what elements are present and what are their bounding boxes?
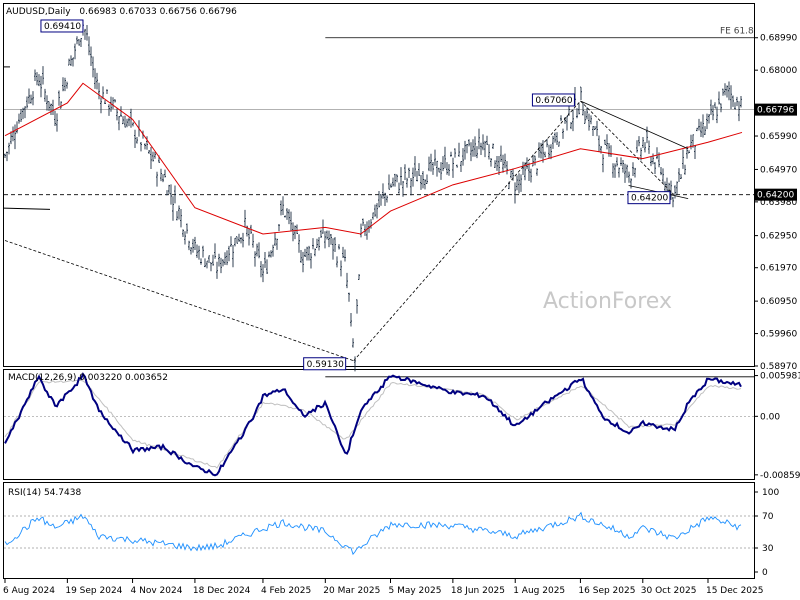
ohlc-values: 0.66983 0.67033 0.66756 0.66796: [79, 7, 237, 17]
rsi-y-tick-label: 0: [762, 568, 768, 578]
price-annotation-box: [531, 93, 575, 107]
rise-dashed-line: [353, 100, 581, 362]
last-price-label: 0.66796: [757, 106, 794, 116]
price-y-tick-label: 0.64970: [760, 165, 797, 175]
x-tick-label: 6 Aug 2024: [3, 586, 55, 596]
price-y-tick-label: 0.59960: [760, 330, 797, 340]
x-tick-label: 18 Jun 2025: [451, 586, 505, 596]
price-annotation-label: 0.59130: [307, 360, 344, 370]
macd-signal-line: [4, 379, 742, 469]
long-dashed-trendline: [4, 240, 354, 362]
macd-layer: 0.005981 0.00 -0.00859: [4, 372, 800, 481]
moving-average-line: [4, 82, 743, 235]
x-axis: 6 Aug 2024 19 Sep 2024 4 Nov 2024 18 Dec 20…: [3, 579, 763, 596]
macd-pane-title: MACD(12,26,9) 0.003220 0.003652: [8, 373, 168, 383]
last-price-tag: [755, 103, 797, 116]
macd-line: [4, 372, 742, 477]
price-y-tick-label: 0.68990: [760, 34, 797, 44]
macd-y-tick-label: 0.00: [760, 412, 780, 422]
price-annotation-label: 0.64200: [631, 194, 668, 204]
left-stub-bottom: [3, 207, 51, 210]
price-y-tick-label: 0.63980: [760, 198, 797, 208]
price-y-tick-label: 0.58970: [760, 362, 797, 372]
price-annotation-box: [40, 19, 84, 33]
x-tick-label: 4 Nov 2024: [131, 586, 183, 596]
price-pane-frame: [3, 3, 755, 367]
fe-level-label: FE 61.8: [720, 27, 754, 37]
x-tick-label: 1 Aug 2025: [513, 586, 565, 596]
price-y-tick-label: 0.62950: [760, 232, 797, 242]
price-annotation-box: [303, 357, 347, 371]
rsi-layer: 100 70 30 0: [4, 488, 779, 578]
rsi-line: [4, 511, 742, 556]
x-tick-label: 16 Sep 2025: [578, 586, 635, 596]
price-layer: 0.68990 0.68000 0.65990 0.64970 0.63980 0.629…: [3, 19, 797, 372]
price-annotation-label: 0.67060: [535, 96, 572, 106]
rsi-y-tick-label: 30: [762, 544, 774, 554]
x-tick-label: 5 May 2025: [389, 586, 442, 596]
x-tick-label: 20 Mar 2025: [323, 586, 380, 596]
price-y-tick-label: 0.68000: [760, 66, 797, 76]
x-tick-label: 18 Dec 2024: [193, 586, 251, 596]
rsi-y-tick-label: 100: [762, 488, 779, 498]
x-tick-label: 15 Dec 2025: [706, 586, 764, 596]
x-tick-label: 30 Oct 2025: [641, 586, 697, 596]
price-y-tick-label: 0.61970: [760, 264, 797, 274]
x-tick-label: 4 Feb 2025: [261, 586, 311, 596]
pane-frames: [3, 3, 755, 579]
macd-y-tick-label: 0.005981: [760, 372, 800, 382]
price-y-tick-label: 0.60950: [760, 297, 797, 307]
support-level-tag: [755, 188, 797, 201]
price-y-tick-label: 0.65990: [760, 132, 797, 142]
price-annotation-box: [627, 191, 671, 205]
price-annotation-label: 0.69410: [44, 22, 81, 32]
rsi-pane-title: RSI(14) 54.7438: [8, 488, 81, 498]
macd-pane-frame: [3, 369, 755, 480]
price-pane-title: AUDUSD,Daily 0.66983 0.67033 0.66756 0.6…: [6, 7, 237, 17]
retrace-dashed-line: [580, 100, 675, 195]
watermark-text: ActionForex: [543, 289, 672, 314]
macd-y-tick-label: -0.00859: [760, 471, 800, 481]
rsi-y-tick-label: 70: [762, 512, 774, 522]
upper-wedge-line: [580, 100, 689, 150]
rsi-pane-frame: [3, 482, 755, 579]
support-level-label: 0.64200: [757, 191, 794, 201]
x-tick-label: 19 Sep 2024: [65, 586, 122, 596]
